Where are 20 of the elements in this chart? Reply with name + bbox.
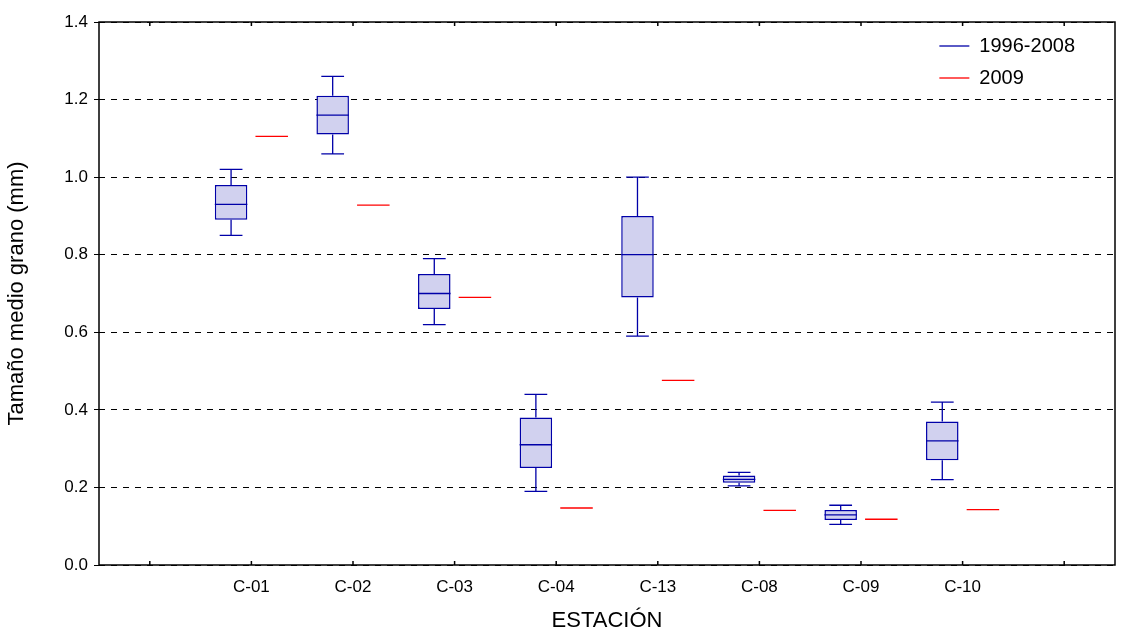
y-tick-label: 0.0 (64, 554, 88, 574)
legend-label: 1996-2008 (979, 33, 1076, 56)
x-axis-title: ESTACIÓN (551, 606, 663, 632)
legend-label: 2009 (979, 65, 1024, 88)
y-tick-label: 0.2 (64, 477, 88, 497)
y-tick-label: 1.4 (64, 11, 88, 31)
x-tick-label: C-02 (334, 576, 372, 596)
x-tick-label: C-10 (944, 576, 982, 596)
x-tick-label: C-04 (537, 576, 575, 596)
y-tick-label: 0.6 (64, 321, 88, 341)
y-tick-label: 0.4 (64, 399, 88, 419)
y-axis-title: Tamaño medio grano (mm) (3, 161, 29, 426)
y-tick-label: 0.8 (64, 244, 88, 264)
x-tick-label: C-08 (740, 576, 778, 596)
x-tick-label: C-09 (842, 576, 880, 596)
x-tick-label: C-03 (436, 576, 474, 596)
x-tick-label: C-01 (232, 576, 270, 596)
y-tick-label: 1.0 (64, 166, 88, 186)
y-tick-label: 1.2 (64, 89, 88, 109)
x-tick-label: C-13 (639, 576, 677, 596)
